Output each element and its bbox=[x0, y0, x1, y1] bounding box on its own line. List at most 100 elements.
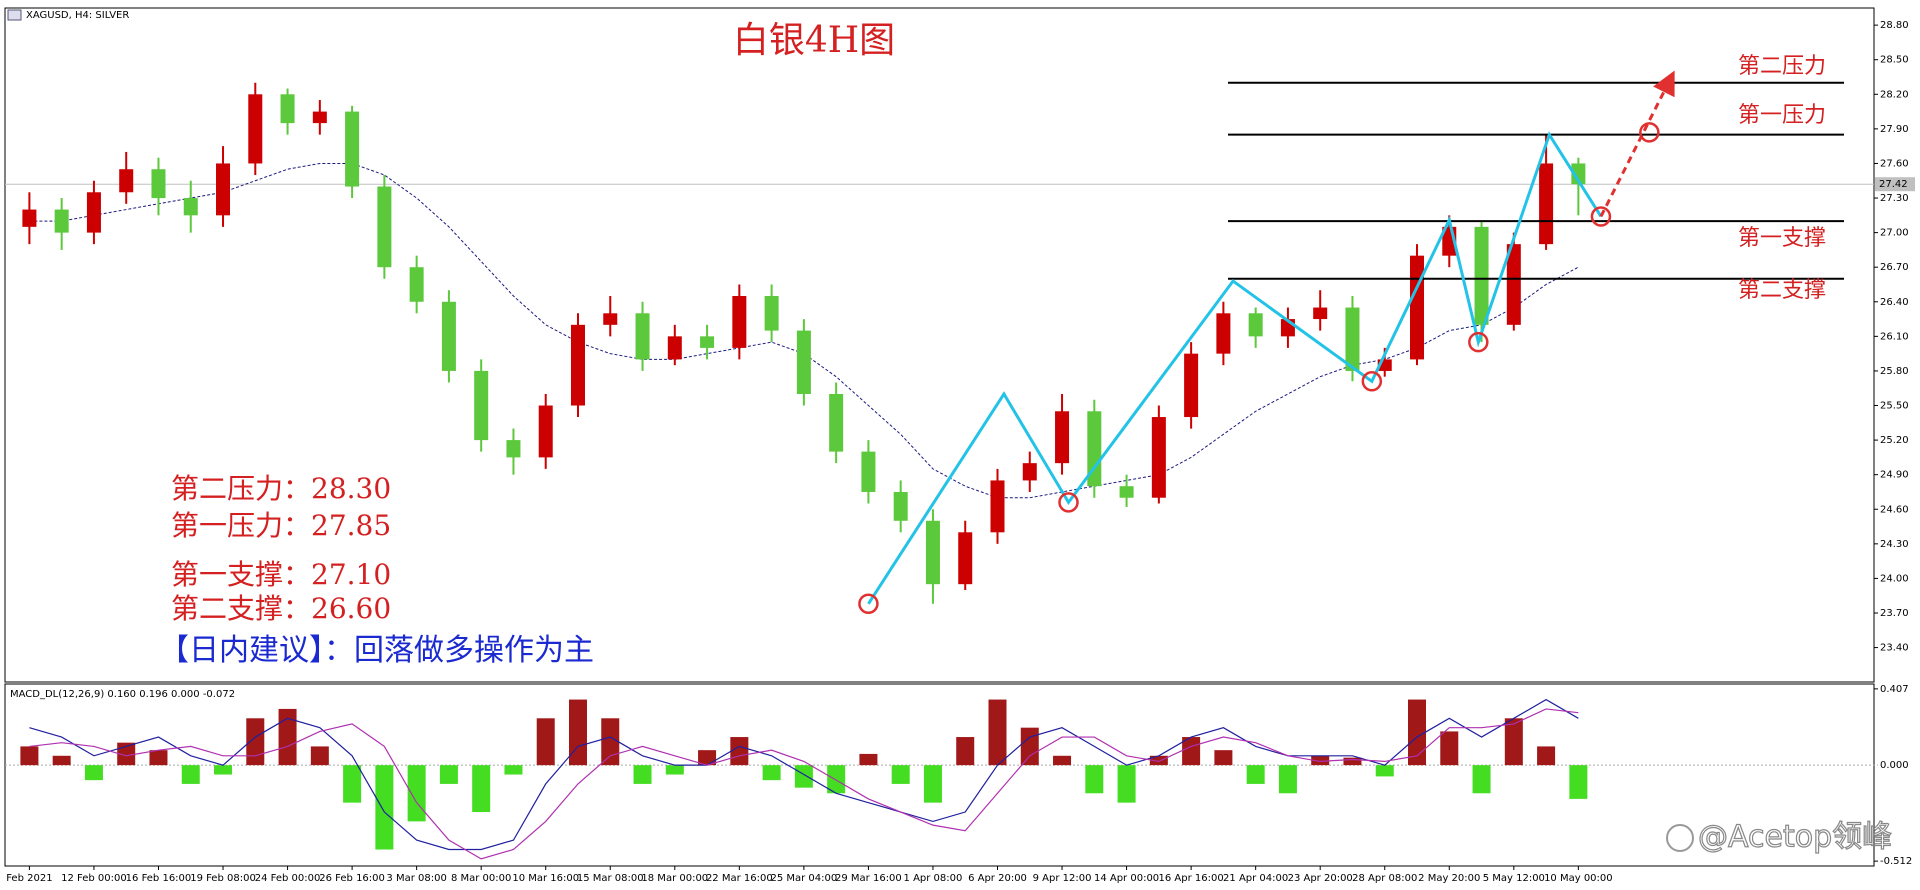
macd-bar bbox=[859, 753, 878, 766]
candle-body bbox=[635, 313, 650, 360]
x-tick-label: 10 May 00:00 bbox=[1544, 873, 1613, 884]
candle-body bbox=[667, 336, 682, 360]
macd-bar bbox=[1117, 765, 1136, 803]
x-tick-label: 9 Apr 12:00 bbox=[1033, 873, 1092, 884]
y-tick-label: 28.50 bbox=[1880, 55, 1909, 66]
candle-body bbox=[1539, 163, 1554, 245]
y-tick-label: 26.70 bbox=[1880, 262, 1909, 273]
x-tick-label: 5 May 12:00 bbox=[1483, 873, 1545, 884]
candle-body bbox=[538, 405, 553, 458]
macd-bar bbox=[214, 765, 233, 775]
level-name: 第二压力 bbox=[1738, 54, 1826, 79]
macd-bar bbox=[439, 765, 458, 784]
level-summary-separator: ： bbox=[283, 472, 311, 505]
candle-body bbox=[1474, 226, 1489, 325]
x-tick-label: 12 Feb 00:00 bbox=[61, 873, 127, 884]
candle-body bbox=[1506, 244, 1521, 325]
macd-line bbox=[29, 698, 1579, 851]
candle-body bbox=[248, 94, 263, 164]
macd-bar bbox=[1569, 765, 1588, 799]
macd-bar bbox=[891, 765, 910, 784]
macd-bar bbox=[988, 699, 1007, 766]
x-tick-label: 2 May 20:00 bbox=[1418, 873, 1480, 884]
x-tick-label: 28 Apr 08:00 bbox=[1352, 873, 1417, 884]
level-summary-value: 27.85 bbox=[311, 509, 391, 542]
y-tick-label: 25.50 bbox=[1880, 401, 1909, 412]
candle-body bbox=[1216, 313, 1231, 354]
candle-body bbox=[1184, 353, 1199, 418]
macd-bar bbox=[181, 765, 200, 784]
macd-bar bbox=[504, 765, 523, 775]
zigzag-line bbox=[867, 131, 1603, 605]
x-tick-label: 24 Feb 00:00 bbox=[255, 873, 321, 884]
macd-bar bbox=[52, 755, 71, 766]
level-summary-name: 第二支撑 bbox=[171, 592, 283, 625]
level-summary-separator: ： bbox=[283, 558, 311, 591]
y-tick-label: 27.90 bbox=[1880, 124, 1909, 135]
level-summary-name: 第二压力 bbox=[171, 472, 283, 505]
macd-bar bbox=[1375, 765, 1394, 777]
candle-body bbox=[1119, 486, 1134, 498]
macd-bar bbox=[1504, 718, 1523, 766]
level-summary-value: 28.30 bbox=[311, 472, 391, 505]
macd-bar bbox=[472, 765, 491, 813]
macd-bar bbox=[730, 737, 749, 766]
level-summary-name: 第一压力 bbox=[171, 509, 283, 542]
y-tick-label: 27.00 bbox=[1880, 228, 1909, 239]
pivot-circle bbox=[1590, 206, 1612, 227]
macd-bar bbox=[1085, 765, 1104, 794]
macd-bar bbox=[794, 765, 813, 788]
x-tick-label: 10 Mar 16:00 bbox=[512, 873, 579, 884]
watermark-icon bbox=[1666, 824, 1694, 852]
macd-bar bbox=[343, 765, 362, 803]
pivot-circle bbox=[1639, 122, 1660, 143]
macd-bar bbox=[1311, 755, 1330, 766]
x-tick-label: 21 Apr 04:00 bbox=[1223, 873, 1288, 884]
x-tick-label: 23 Apr 20:00 bbox=[1288, 873, 1353, 884]
y-tick-label: 25.20 bbox=[1880, 435, 1909, 446]
candle-body bbox=[119, 169, 134, 193]
advice: 【日内建议】：回落做多操作为主 bbox=[159, 633, 594, 668]
macd-bar bbox=[278, 708, 297, 766]
macd-bar bbox=[956, 737, 975, 766]
macd-title: MACD_DL(12,26,9) 0.160 0.196 0.000 -0.07… bbox=[10, 689, 235, 700]
macd-bar bbox=[375, 765, 394, 850]
candle-body bbox=[312, 111, 327, 124]
candle-body bbox=[441, 301, 456, 371]
macd-bar bbox=[1440, 731, 1459, 766]
x-tick-label: 19 Feb 08:00 bbox=[190, 873, 256, 884]
macd-panel bbox=[4, 683, 1875, 867]
level-summary-value: 26.60 bbox=[311, 592, 391, 625]
macd-bar bbox=[633, 765, 652, 784]
candle-body bbox=[280, 94, 295, 124]
x-tick-label: 3 Mar 08:00 bbox=[386, 873, 446, 884]
watermark: @Acetop领峰 bbox=[1698, 820, 1892, 855]
macd-bar bbox=[762, 765, 781, 781]
y-tick-label: 0.000 bbox=[1880, 760, 1909, 771]
y-tick-label: 0.407 bbox=[1880, 684, 1909, 695]
current-price-box bbox=[1875, 177, 1915, 192]
x-tick-label: 22 Mar 16:00 bbox=[706, 873, 773, 884]
macd-bar bbox=[84, 765, 103, 781]
candle-body bbox=[1055, 411, 1070, 464]
macd-line bbox=[29, 708, 1579, 860]
candle-body bbox=[1377, 359, 1392, 371]
level-summary-separator: ： bbox=[283, 509, 311, 542]
level-summary-value: 27.10 bbox=[311, 558, 391, 591]
candle-body bbox=[377, 186, 392, 268]
candle-body bbox=[474, 370, 489, 441]
pivot-circle bbox=[1058, 492, 1079, 513]
y-tick-label: 24.90 bbox=[1880, 470, 1909, 481]
candle-body bbox=[990, 480, 1005, 533]
y-tick-label: 28.80 bbox=[1880, 20, 1909, 31]
x-tick-label: 6 Apr 20:00 bbox=[968, 873, 1027, 884]
macd-bar bbox=[1472, 765, 1491, 794]
candle-body bbox=[829, 393, 844, 452]
y-tick-label: 28.20 bbox=[1880, 89, 1909, 100]
level-name: 第一压力 bbox=[1738, 103, 1826, 128]
candle-body bbox=[409, 267, 424, 302]
candle-body bbox=[958, 532, 973, 585]
symbol-label: XAGUSD, H4: SILVER bbox=[26, 10, 129, 21]
macd-bar bbox=[698, 750, 717, 766]
y-tick-label: 26.40 bbox=[1880, 297, 1909, 308]
